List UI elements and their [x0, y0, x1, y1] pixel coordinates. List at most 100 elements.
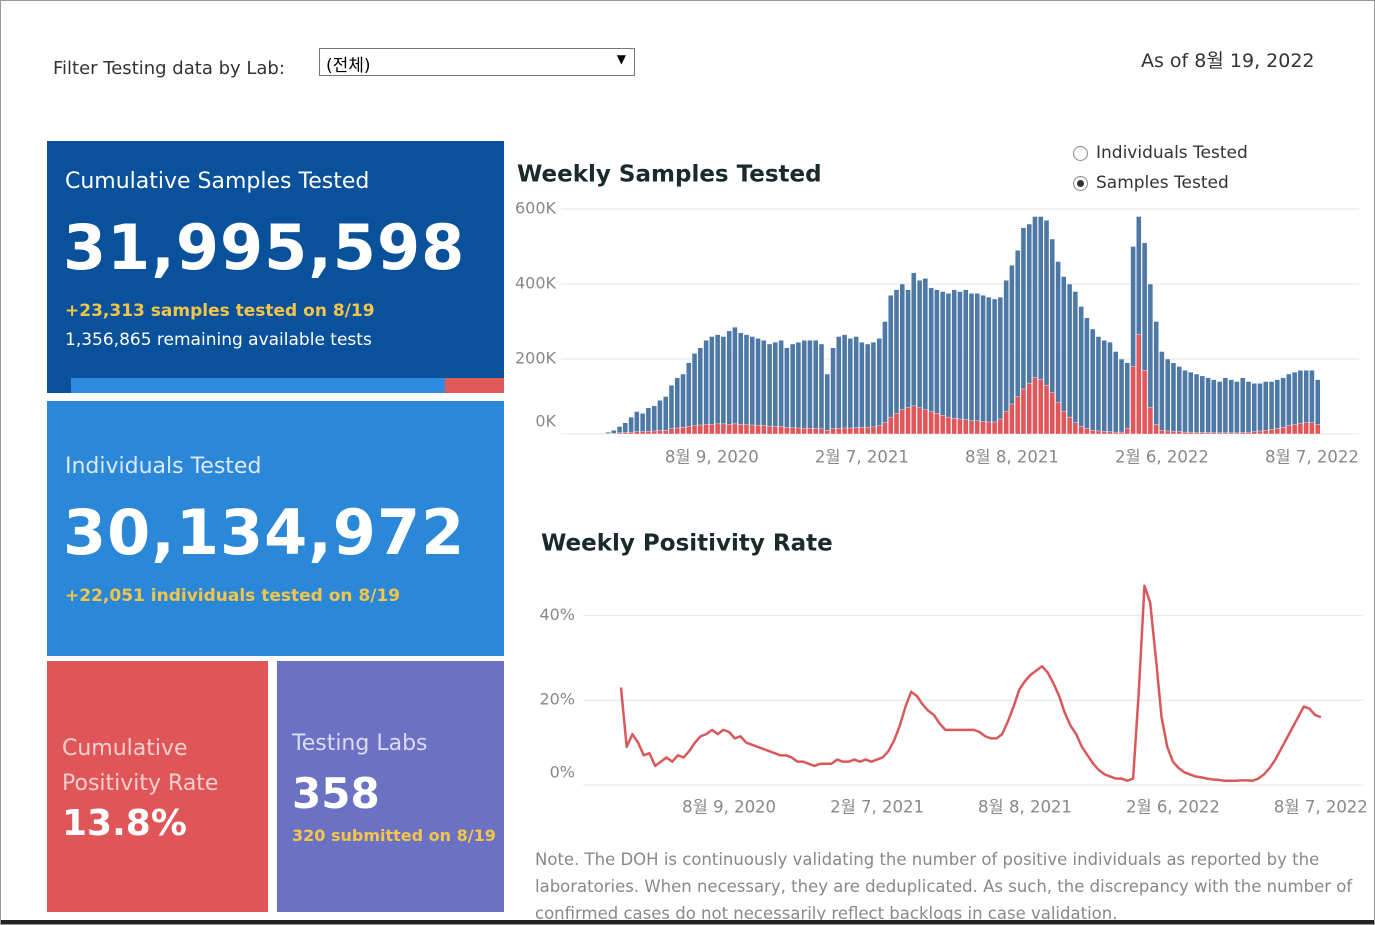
bar [853, 336, 859, 435]
card-note: +22,051 individuals tested on 8/19 [65, 586, 401, 606]
bar [957, 418, 963, 435]
bar [703, 340, 709, 435]
bar [1222, 377, 1229, 435]
bar [622, 432, 629, 435]
bar [1228, 379, 1234, 435]
bar [1101, 431, 1107, 435]
bar [951, 289, 957, 435]
bar [1280, 427, 1286, 435]
bar [1078, 306, 1084, 435]
bar [1239, 432, 1246, 435]
radio-individuals[interactable]: Individuals Tested [1073, 143, 1248, 163]
bar [997, 418, 1004, 435]
bar [749, 336, 755, 435]
card-value: 30,134,972 [63, 496, 466, 569]
bar [772, 426, 779, 435]
bar [1095, 336, 1102, 435]
bar [882, 321, 888, 435]
bar [807, 340, 813, 435]
bar [1153, 424, 1159, 435]
bar [1136, 334, 1142, 435]
bar [1274, 379, 1281, 435]
bar [934, 289, 940, 435]
bar [1089, 430, 1096, 435]
bottom-rule [1, 920, 1374, 924]
bar [738, 424, 744, 435]
bar [939, 291, 946, 435]
x-tick-label: 2월 6, 2022 [1115, 448, 1209, 467]
bar [663, 430, 669, 435]
bar [789, 343, 796, 435]
bar [980, 295, 986, 435]
bar [1078, 426, 1084, 435]
bar [657, 400, 663, 435]
bar [1228, 432, 1234, 435]
bar [611, 433, 617, 435]
bar [686, 362, 692, 435]
y-tick-label: 400K [515, 274, 557, 293]
bar [870, 426, 877, 435]
bar [1257, 430, 1263, 435]
card-title: Cumulative Samples Tested [65, 169, 370, 194]
bar [709, 424, 715, 435]
x-tick-label: 2월 7, 2021 [830, 798, 924, 817]
bar [1038, 379, 1044, 435]
bar [1245, 381, 1252, 435]
bar [1222, 432, 1229, 435]
bar [1188, 431, 1194, 435]
bar [1026, 383, 1032, 435]
bar [853, 427, 859, 435]
bar [991, 298, 998, 435]
bar [1003, 411, 1009, 435]
bar [818, 343, 825, 435]
bar [714, 423, 721, 435]
bar [836, 336, 842, 435]
bar [888, 416, 894, 435]
bar [1141, 370, 1148, 435]
bar [974, 420, 980, 435]
bar [639, 413, 646, 435]
bar [628, 431, 634, 435]
bar [1153, 321, 1159, 435]
bar [743, 424, 750, 435]
bar [830, 347, 836, 435]
chart-title: Weekly Samples Tested [517, 162, 822, 188]
radio-samples[interactable]: Samples Tested [1073, 173, 1229, 193]
filter-label: Filter Testing data by Lab: [53, 58, 285, 79]
bar [726, 424, 732, 435]
bar [870, 341, 877, 435]
bar [616, 432, 623, 435]
bar [859, 427, 865, 435]
x-tick-label: 8월 7, 2022 [1265, 448, 1359, 467]
bar [691, 425, 698, 435]
bar [784, 347, 790, 435]
bar [1164, 430, 1171, 435]
bar [1043, 385, 1050, 435]
bar [784, 427, 790, 435]
bar [801, 428, 807, 435]
radio-dot [1073, 175, 1088, 191]
radio-label: Individuals Tested [1096, 143, 1248, 163]
card-note: +23,313 samples tested on 8/19 [65, 301, 375, 321]
lab-dropdown[interactable]: (전체) ▼ [319, 48, 635, 76]
card-value: 31,995,598 [63, 211, 466, 284]
bar [864, 343, 871, 435]
bar [1286, 425, 1292, 435]
y-tick-label: 200K [515, 349, 557, 368]
bar [818, 428, 825, 435]
radio-label: Samples Tested [1096, 173, 1229, 193]
bar [899, 409, 905, 435]
bar [720, 423, 727, 435]
bar [824, 373, 830, 435]
card-value: 13.8% [62, 803, 187, 844]
bar [674, 427, 680, 435]
bar [986, 421, 992, 435]
bar [882, 422, 888, 435]
charts: Weekly Samples Tested 0K 200K 400K 600K 8월 9,… [515, 162, 1368, 817]
bar [1084, 428, 1090, 435]
bar [1147, 407, 1154, 435]
bar [697, 347, 704, 435]
bar [1003, 280, 1009, 435]
bar [1089, 328, 1096, 435]
